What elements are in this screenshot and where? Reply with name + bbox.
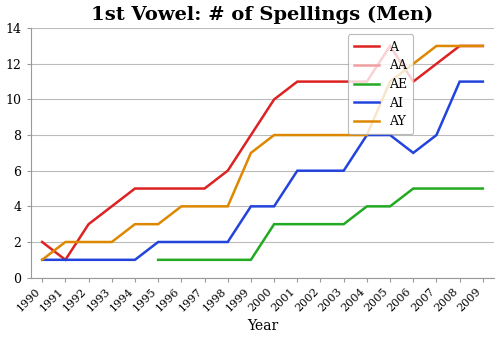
AE <box>224 258 230 262</box>
AE <box>271 222 277 226</box>
A <box>202 186 207 191</box>
A <box>294 80 300 84</box>
A <box>456 44 462 48</box>
AE <box>387 204 393 208</box>
Line: A: A <box>42 46 483 260</box>
A <box>340 80 346 84</box>
Title: 1st Vowel: # of Spellings (Men): 1st Vowel: # of Spellings (Men) <box>92 5 433 24</box>
A <box>132 186 138 191</box>
AI <box>62 258 68 262</box>
AY <box>178 204 184 208</box>
A <box>387 44 393 48</box>
AI <box>318 169 324 173</box>
A <box>364 80 370 84</box>
Line: AI: AI <box>42 82 483 260</box>
AI <box>480 80 486 84</box>
AE <box>364 204 370 208</box>
AY <box>456 44 462 48</box>
AY <box>410 62 416 66</box>
AI <box>39 258 45 262</box>
A <box>86 222 91 226</box>
AY <box>294 133 300 137</box>
AI <box>340 169 346 173</box>
AI <box>109 258 115 262</box>
AY <box>62 240 68 244</box>
A <box>109 204 115 208</box>
A <box>248 133 254 137</box>
A <box>62 258 68 262</box>
AI <box>132 258 138 262</box>
AI <box>387 133 393 137</box>
AE <box>294 222 300 226</box>
AY <box>224 204 230 208</box>
Legend: A, AA, AE, AI, AY: A, AA, AE, AI, AY <box>348 34 413 134</box>
AE <box>202 258 207 262</box>
AY <box>86 240 91 244</box>
AI <box>178 240 184 244</box>
X-axis label: Year: Year <box>247 319 278 334</box>
A <box>318 80 324 84</box>
AE <box>178 258 184 262</box>
AI <box>294 169 300 173</box>
AI <box>155 240 161 244</box>
A <box>410 80 416 84</box>
AI <box>224 240 230 244</box>
AE <box>155 258 161 262</box>
AE <box>456 186 462 191</box>
A <box>39 240 45 244</box>
AY <box>202 204 207 208</box>
AI <box>271 204 277 208</box>
AI <box>248 204 254 208</box>
A <box>271 97 277 101</box>
AY <box>434 44 440 48</box>
AI <box>364 133 370 137</box>
AY <box>318 133 324 137</box>
AY <box>364 133 370 137</box>
A <box>434 62 440 66</box>
AY <box>340 133 346 137</box>
Line: AE: AE <box>158 188 483 260</box>
AY <box>109 240 115 244</box>
AY <box>480 44 486 48</box>
AI <box>456 80 462 84</box>
AI <box>434 133 440 137</box>
AY <box>271 133 277 137</box>
AY <box>248 151 254 155</box>
AI <box>202 240 207 244</box>
AY <box>132 222 138 226</box>
AE <box>434 186 440 191</box>
AY <box>155 222 161 226</box>
AE <box>480 186 486 191</box>
AY <box>39 258 45 262</box>
Line: AY: AY <box>42 46 483 260</box>
A <box>480 44 486 48</box>
A <box>155 186 161 191</box>
AI <box>410 151 416 155</box>
AI <box>86 258 91 262</box>
A <box>224 169 230 173</box>
A <box>178 186 184 191</box>
AY <box>387 80 393 84</box>
AE <box>340 222 346 226</box>
AE <box>318 222 324 226</box>
AE <box>248 258 254 262</box>
AE <box>410 186 416 191</box>
